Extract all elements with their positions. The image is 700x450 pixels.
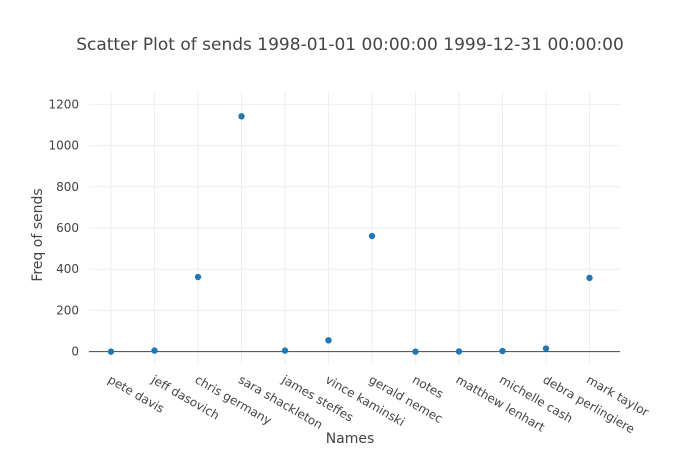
grid-layer	[89, 92, 620, 364]
data-point	[499, 347, 506, 355]
y-tick-label: 1000	[48, 139, 79, 153]
data-point	[194, 273, 202, 281]
y-tick-label: 1200	[48, 97, 79, 111]
data-point	[542, 345, 550, 352]
y-tick-label: 0	[71, 345, 79, 359]
data-point	[325, 337, 332, 344]
x-axis-title: Names	[326, 431, 375, 447]
data-point	[412, 348, 419, 355]
data-point	[151, 347, 158, 354]
data-points	[107, 113, 593, 355]
data-point	[368, 232, 376, 240]
y-tick-label: 200	[56, 303, 79, 317]
data-point	[238, 113, 245, 120]
y-tick-label: 800	[56, 180, 79, 194]
data-point	[455, 348, 463, 355]
data-point	[107, 348, 115, 355]
data-point	[281, 347, 289, 354]
y-axis-ticks: 0 200 400 600 800 1000 1200	[48, 97, 79, 358]
y-tick-label: 600	[56, 221, 79, 235]
y-axis-title: Freq of sends	[30, 188, 46, 281]
y-tick-label: 400	[56, 262, 79, 276]
chart-title: Scatter Plot of sends 1998-01-01 00:00:0…	[76, 35, 624, 55]
data-point	[586, 274, 593, 282]
